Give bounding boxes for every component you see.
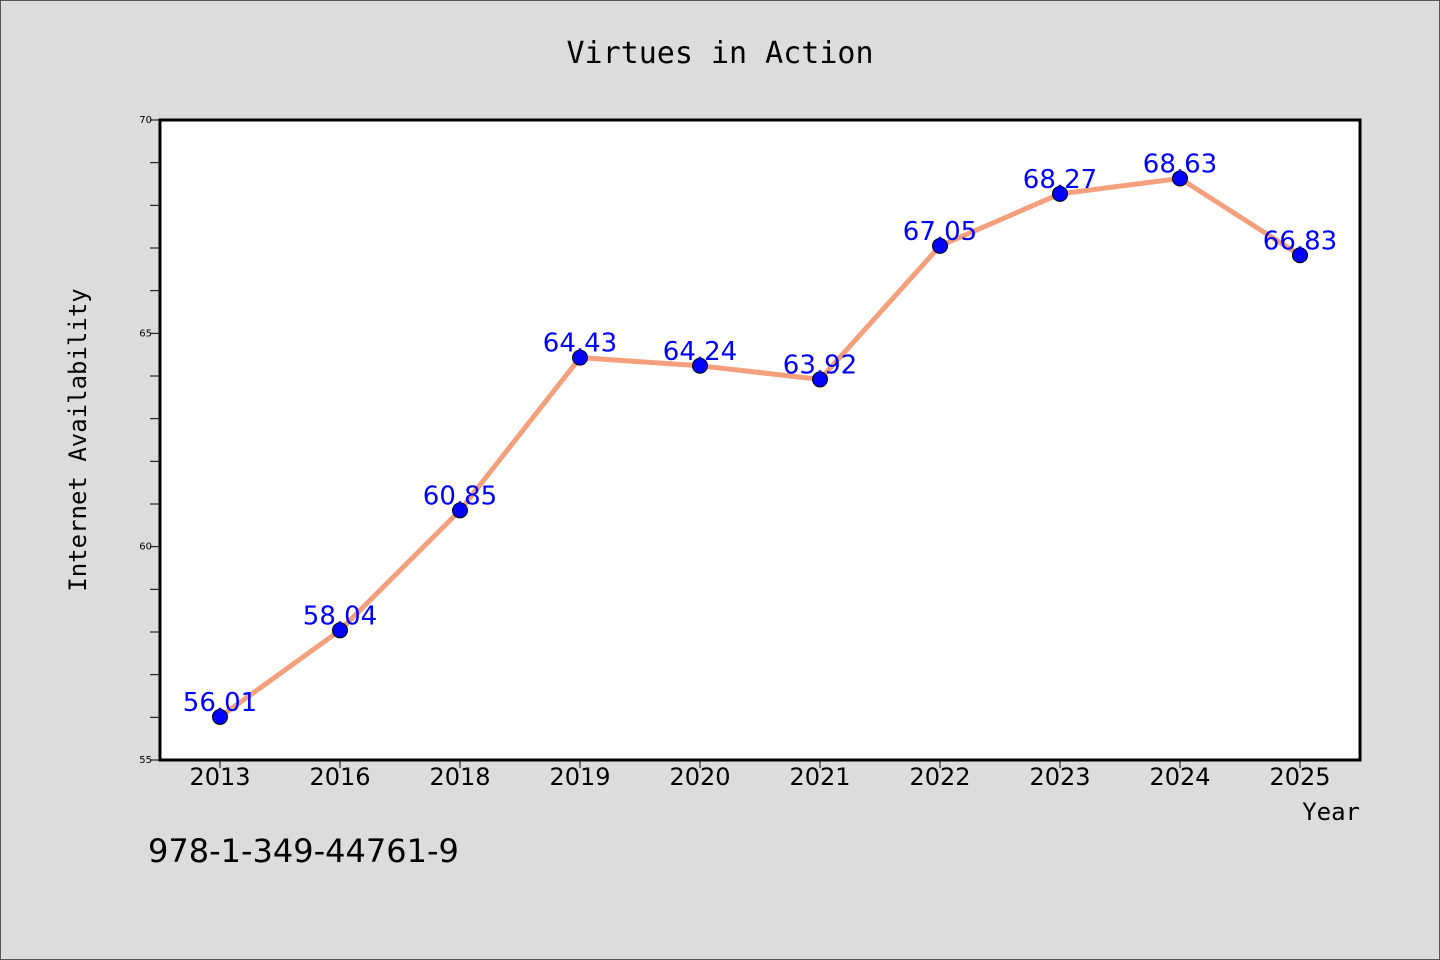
data-point (1172, 170, 1188, 187)
data-markers (212, 170, 1308, 725)
data-point (1052, 185, 1068, 202)
data-label: 68.63 (1143, 149, 1217, 179)
data-point (1292, 247, 1308, 264)
data-label: 64.43 (543, 329, 617, 359)
data-point (932, 237, 948, 254)
data-label: 64.24 (663, 337, 737, 367)
data-label: 66.83 (1263, 226, 1337, 256)
y-tick-label: 70 (139, 115, 152, 126)
y-axis-label: Internet Availability (64, 288, 92, 591)
x-tick-label: 2018 (429, 763, 490, 791)
data-label: 68.27 (1023, 165, 1097, 195)
data-labels: 56.01 58.04 60.85 64.43 64.24 63.92 67.05 68.27… (183, 149, 1337, 717)
data-point (212, 708, 228, 725)
x-tick-label: 2013 (189, 763, 250, 791)
series-line (218, 175, 1302, 719)
data-label: 67.05 (903, 217, 977, 247)
data-point (812, 371, 828, 388)
x-tick-label: 2021 (789, 763, 850, 791)
x-tick-label: 2023 (1029, 763, 1090, 791)
data-label: 63.92 (783, 350, 857, 380)
x-tick-label: 2024 (1149, 763, 1210, 791)
x-tick-label: 2016 (309, 763, 370, 791)
y-tick-label: 60 (139, 542, 152, 553)
y-tick-label: 65 (139, 328, 152, 339)
y-axis: 55 60 65 70 (139, 115, 160, 766)
x-tick-label: 2022 (909, 763, 970, 791)
x-tick-label: 2020 (669, 763, 730, 791)
x-axis-label: Year (1302, 798, 1360, 826)
data-label: 60.85 (423, 481, 497, 511)
data-point (332, 622, 348, 639)
data-label: 58.04 (303, 601, 377, 631)
plot-area (158, 118, 1362, 762)
isbn-text: 978-1-349-44761-9 (148, 832, 459, 870)
y-tick-label: 55 (139, 755, 152, 766)
data-point (572, 349, 588, 366)
data-point (692, 357, 708, 374)
chart-title: Virtues in Action (566, 36, 873, 71)
x-tick-label: 2025 (1269, 763, 1330, 791)
x-tick-label: 2019 (549, 763, 610, 791)
data-point (452, 502, 468, 519)
x-axis: 2013 2016 2018 2019 2020 2021 2022 2023 2024 2025 (189, 760, 1331, 791)
data-label: 56.01 (183, 688, 257, 718)
